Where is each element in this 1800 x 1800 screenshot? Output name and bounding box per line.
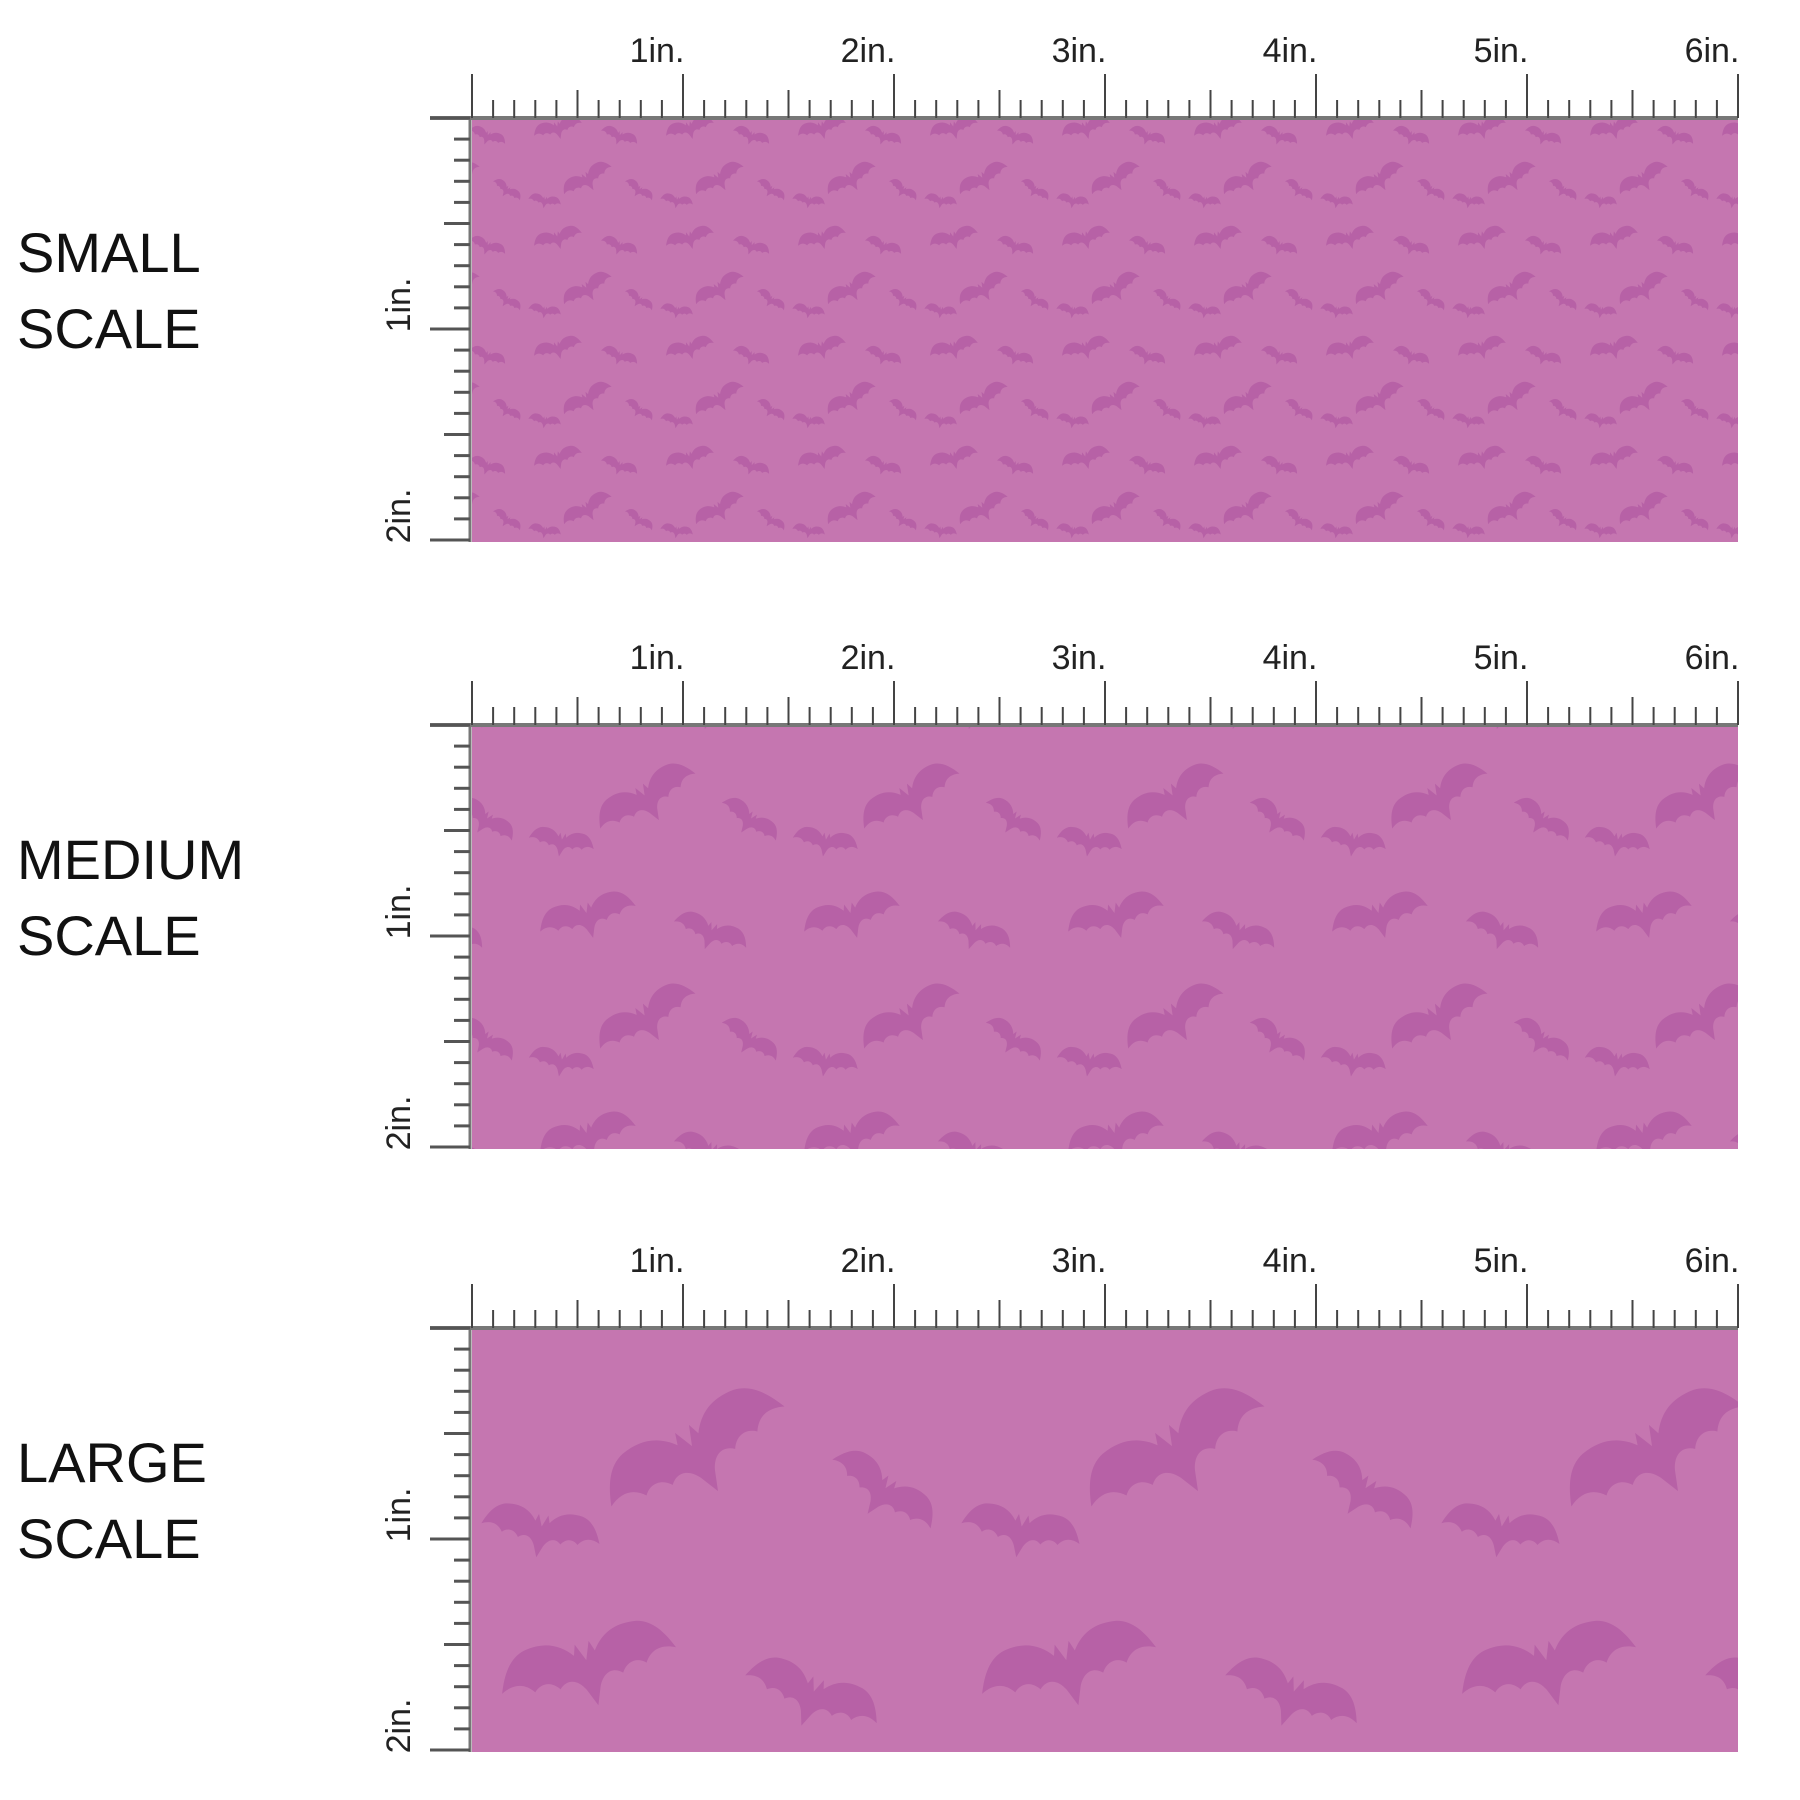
ruler-label: 4in. bbox=[1263, 32, 1318, 70]
ruler-label: 4in. bbox=[1263, 639, 1318, 677]
scale-label: SCALE bbox=[17, 904, 201, 967]
ruler-label: 5in. bbox=[1474, 639, 1529, 677]
fabric-swatch bbox=[472, 118, 1738, 542]
scale-label: LARGE bbox=[17, 1431, 207, 1494]
ruler-label: 3in. bbox=[1052, 639, 1107, 677]
ruler-label: 2in. bbox=[841, 32, 896, 70]
ruler-label: 6in. bbox=[1685, 639, 1740, 677]
ruler-label: 2in. bbox=[841, 1242, 896, 1280]
scale-label: SMALL bbox=[17, 221, 201, 284]
ruler-label: 2in. bbox=[380, 489, 418, 544]
ruler-label: 3in. bbox=[1052, 32, 1107, 70]
scale-label: SCALE bbox=[17, 297, 201, 360]
ruler-label: 1in. bbox=[630, 639, 685, 677]
ruler-label: 1in. bbox=[630, 1242, 685, 1280]
fabric-swatch bbox=[472, 725, 1738, 1149]
ruler-label: 1in. bbox=[380, 885, 418, 940]
ruler-label: 1in. bbox=[380, 278, 418, 333]
scale-label: SCALE bbox=[17, 1507, 201, 1570]
ruler-label: 2in. bbox=[380, 1096, 418, 1151]
ruler-label: 6in. bbox=[1685, 32, 1740, 70]
ruler-label: 5in. bbox=[1474, 32, 1529, 70]
ruler-label: 4in. bbox=[1263, 1242, 1318, 1280]
ruler-label: 3in. bbox=[1052, 1242, 1107, 1280]
fabric-swatch bbox=[472, 1328, 1738, 1752]
ruler-label: 2in. bbox=[380, 1699, 418, 1754]
ruler-label: 1in. bbox=[380, 1488, 418, 1543]
scale-label: MEDIUM bbox=[17, 828, 244, 891]
ruler-label: 6in. bbox=[1685, 1242, 1740, 1280]
ruler-label: 2in. bbox=[841, 639, 896, 677]
ruler-label: 1in. bbox=[630, 32, 685, 70]
ruler-label: 5in. bbox=[1474, 1242, 1529, 1280]
